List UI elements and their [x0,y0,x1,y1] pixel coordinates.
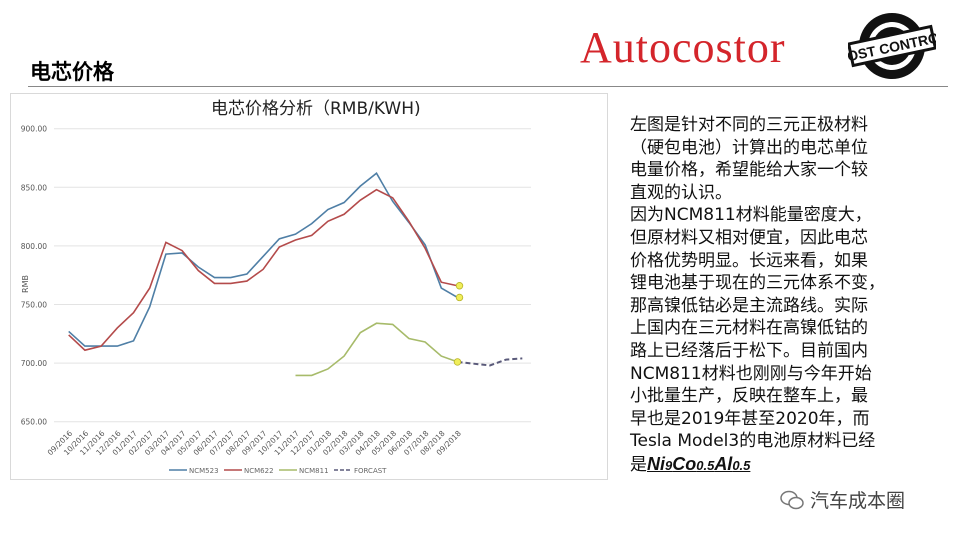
page-title: 电芯价格 [30,60,114,84]
legend-label: NCM811 [299,467,329,475]
series-line-ncm523 [68,172,458,347]
y-tick-label: 650.00 [21,418,47,427]
text-line: NCM811材料也刚刚与今年开始 [630,363,872,384]
series-line-ncm622 [68,188,458,352]
text-line-formula: 是Ni9Co0.5Al0.5 [630,453,930,478]
al-sub: 0.5 [732,457,751,473]
text-line: 早也是2019年甚至2020年，而 [630,408,870,429]
text-line: （硬包电池）计算出的电芯单位 [630,137,868,158]
legend-label: FORCAST [354,467,387,475]
header-divider [28,86,948,87]
text-line: 那高镍低钴必是主流路线。实际 [630,295,868,316]
text-line: 锂电池基于现在的三元体系不变， [630,273,885,294]
legend-label: NCM523 [189,467,219,475]
y-tick-label: 700.00 [21,359,47,368]
text-line: 因为NCM811材料能量密度大， [630,205,872,226]
text-line: 但原材料又相对便宜，因此电芯 [630,227,868,248]
text-line: 小批量生产，反映在整车上，最 [630,386,868,407]
text-line: 左图是针对不同的三元正极材料 [630,115,868,135]
wechat-watermark: 汽车成本圈 [780,486,905,513]
price-line-chart: 电芯价格分析（RMB/KWH) 650.00 700.00 750.00 800.00 8… [21,99,531,475]
ni: Ni [647,453,665,474]
legend-label: NCM622 [244,467,274,475]
description-text: 左图是针对不同的三元正极材料 （硬包电池）计算出的电芯单位 电量价格，希望能给大家一… [630,114,930,478]
end-marker [453,358,462,366]
chart-panel: 电芯价格分析（RMB/KWH) 650.00 700.00 750.00 800.00 8… [10,93,608,480]
end-marker [455,282,464,290]
y-tick-label: 750.00 [21,301,47,310]
y-axis-label: RMB [21,275,30,293]
text-line: 价格优势明显。长远来看，如果 [630,250,868,271]
co-sub: 0.5 [696,457,715,473]
y-tick-label: 850.00 [21,183,47,192]
series-line-ncm811 [295,322,458,377]
series-line-forcast [457,357,523,367]
text-line: 上国内在三元材料在高镍低钴的 [630,318,868,339]
chart-title: 电芯价格分析（RMB/KWH) [211,99,421,119]
end-marker [455,293,464,302]
text-line: Tesla Model3的电池原材料已经 [630,431,876,452]
wechat-icon [780,490,804,509]
autocostor-logo: Autocostor [580,23,786,72]
co: Co [672,453,697,474]
text-line: 路上已经落后于松下。目前国内 [630,340,868,361]
ni-sub: 9 [665,457,673,473]
chemical-formula: Ni9Co0.5Al0.5 [647,454,750,474]
y-tick-label: 900.00 [21,125,47,134]
text-line: 电量价格，希望能给大家一个较 [630,160,868,181]
text-prefix: 是 [630,454,647,475]
watermark-text: 汽车成本圈 [810,490,906,512]
al: Al [714,453,733,474]
y-tick-label: 800.00 [21,242,47,251]
text-line: 直观的认识。 [630,182,732,203]
cost-control-stamp-icon: COST CONTROL [848,13,936,79]
